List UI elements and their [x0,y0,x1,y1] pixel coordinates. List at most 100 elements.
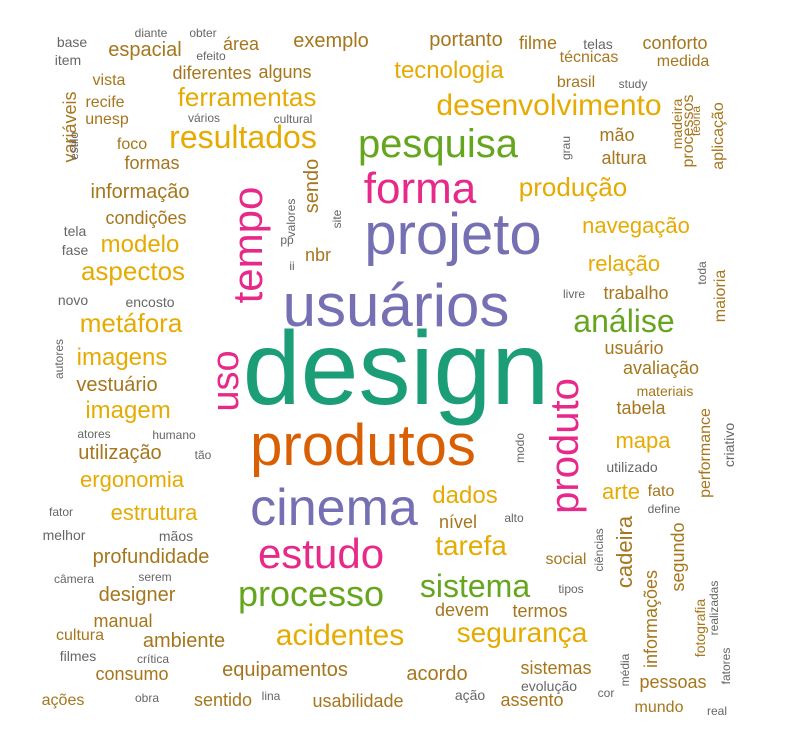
word-analise: análise [573,303,675,339]
word-obter: obter [189,26,217,40]
word-tarefa: tarefa [435,530,507,561]
word-fase: fase [61,242,89,258]
word-fator: fator [48,505,74,519]
word-medida: medida [656,53,710,70]
word-estrutura: estrutura [110,500,198,525]
word-equipamentos: equipamentos [222,659,348,681]
word-aplicacao: aplicação [710,102,727,170]
word-sistema: sistema [419,568,531,604]
word-acidentes: acidentes [275,619,405,652]
word-alguns: alguns [258,62,312,82]
word-usuario: usuário [604,338,664,358]
word-manual: manual [93,611,153,631]
word-formas: formas [124,153,180,173]
word-utilizado: utilizado [606,459,658,475]
word-fato: fato [647,483,675,500]
word-foco: foco [116,136,148,153]
word-forma: forma [363,164,477,213]
word-uso: uso [205,350,247,412]
word-tao: tão [194,448,212,462]
word-producao: produção [518,172,628,202]
word-diante: diante [134,26,168,40]
word-navegacao: navegação [582,213,690,238]
word-devem: devem [434,600,490,620]
word-tecnicas: técnicas [559,49,619,66]
word-item: item [54,52,82,68]
word-ii: ii [289,259,295,273]
word-maos: mãos [158,528,194,544]
word-pp: pp [280,233,294,247]
word-assento: assento [500,690,564,710]
word-lina: lina [261,689,281,703]
word-area: área [222,34,260,54]
word-acordo: acordo [406,663,468,685]
word-dados: dados [432,482,498,509]
word-imagens: imagens [76,344,168,371]
word-camera: câmera [53,572,95,586]
word-informacoes: informações [641,569,661,669]
word-filmes: filmes [59,648,97,664]
word-usuarios: usuários [282,272,510,339]
word-realizadas: realizadas [707,580,721,636]
word-fotografia: fotografia [692,598,708,658]
word-mao: mão [599,125,635,145]
word-ferramentas: ferramentas [177,82,317,112]
word-recife: recife [85,94,125,111]
word-autores: autores [52,338,66,380]
word-obra: obra [134,691,160,705]
word-brasil: brasil [556,74,596,91]
word-melhor: melhor [42,527,86,543]
word-vista: vista [92,72,126,89]
word-acoes: ações [41,692,85,709]
word-humano: humano [152,428,196,442]
word-acao: ação [454,687,486,703]
word-unesp: unesp [85,111,129,128]
word-ciencias: ciências [592,528,606,572]
word-maioria: maioria [712,269,729,323]
word-profundidade: profundidade [92,546,210,568]
word-usabilidade: usabilidade [312,691,404,711]
word-madeira: madeira [669,98,685,150]
word-projeto: projeto [364,202,542,267]
word-sendo: sendo [301,158,323,214]
word-termos: termos [512,601,568,621]
word-alto: alto [504,511,524,525]
word-portanto: portanto [429,29,503,51]
word-ergonomia: ergonomia [80,467,184,492]
word-avaliacao: avaliação [622,358,700,378]
word-pessoas: pessoas [639,672,707,692]
word-encosto: encosto [125,294,175,310]
word-ambiente: ambiente [142,630,226,652]
word-mapa: mapa [615,428,671,453]
word-tempo: tempo [224,186,271,304]
word-tipos: tipos [558,582,584,596]
word-tela: tela [63,223,87,239]
word-vestuario: vestuário [76,374,158,396]
word-seguranca: segurança [456,617,588,648]
word-telas: telas [583,36,613,52]
word-valores: valores [284,198,298,238]
word-espacial: espacial [108,39,182,61]
word-teoria: teoria [689,105,703,137]
word-tabela: tabela [616,398,666,418]
word-produtos: produtos [250,413,476,478]
word-varios: vários [187,111,221,125]
word-trabalho: trabalho [603,283,669,303]
word-estudo: estudo [257,530,385,577]
word-evolucao: evolução [520,678,578,694]
word-cultura: cultura [55,627,105,644]
word-site: site [330,209,344,229]
word-sentido: sentido [193,690,253,710]
word-fatores: fatores [719,647,733,685]
word-sistemas: sistemas [520,658,592,678]
word-novo: novo [57,292,89,308]
word-altura: altura [601,148,647,168]
word-metafora: metáfora [79,308,183,338]
word-estilo: estilo [67,131,81,161]
word-design: design [242,311,550,427]
word-imagem: imagem [85,397,171,424]
word-cultural: cultural [273,112,313,126]
word-real: real [706,704,728,718]
word-arte: arte [602,479,640,504]
